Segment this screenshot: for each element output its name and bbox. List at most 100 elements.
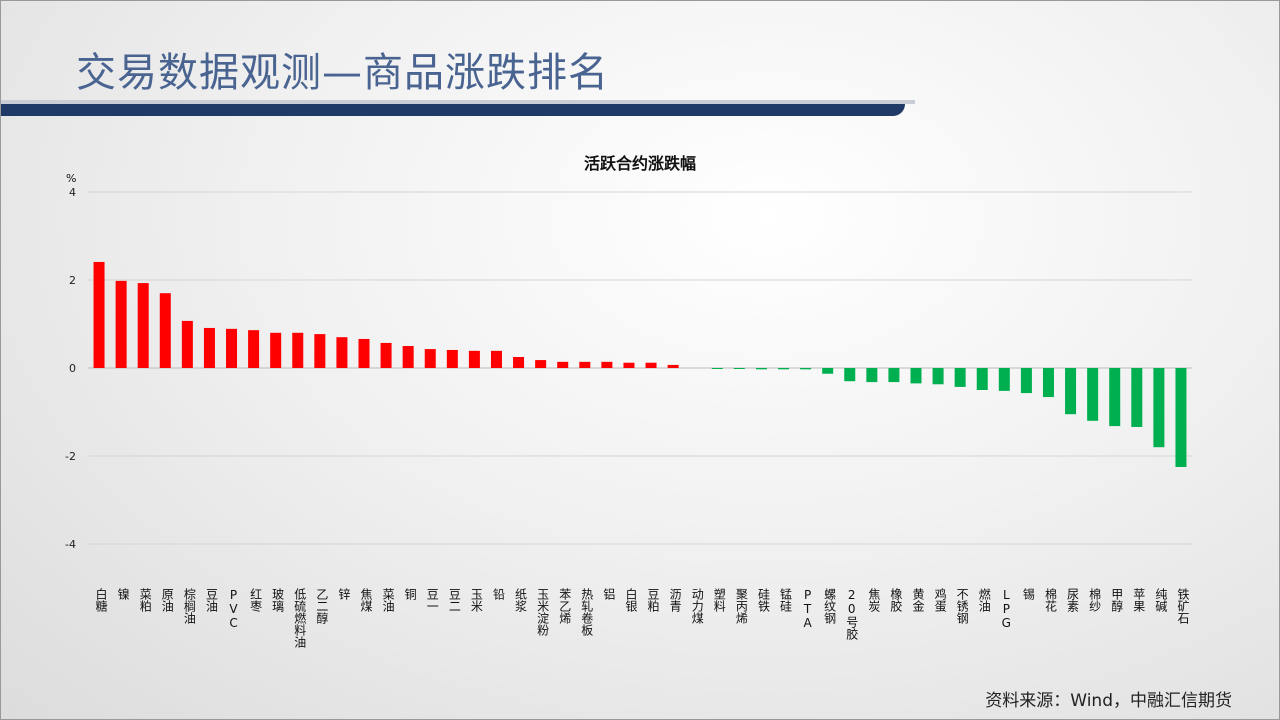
bar-PTA xyxy=(800,368,812,370)
x-tick-label: 鸡蛋 xyxy=(933,588,948,612)
bar-尿素 xyxy=(1065,368,1077,415)
x-tick-label: 棉花 xyxy=(1043,588,1058,612)
bar-乙二醇 xyxy=(314,334,326,368)
x-tick-label: 铁矿石 xyxy=(1175,588,1190,624)
bar-沥青 xyxy=(667,364,679,368)
y-axis-label: % xyxy=(66,172,76,185)
bar-不锈钢 xyxy=(954,368,966,387)
x-tick-label: 低硫燃料油 xyxy=(292,588,307,648)
bar-塑料 xyxy=(711,368,723,369)
bar-LPG xyxy=(998,368,1010,391)
bar-螺纹钢 xyxy=(822,368,834,374)
bar-豆一 xyxy=(424,349,436,368)
x-tick-label: 白糖 xyxy=(94,588,109,612)
x-tick-label: 豆油 xyxy=(204,588,219,612)
x-tick-label: 玉米 xyxy=(469,588,484,612)
bar-热轧卷板 xyxy=(579,361,591,368)
x-tick-label: 锰硅 xyxy=(778,588,793,612)
bar-PVC xyxy=(226,328,238,368)
bar-棉纱 xyxy=(1087,368,1099,421)
x-tick-label: 白银 xyxy=(623,588,638,612)
bar-白银 xyxy=(623,362,635,368)
header-band-light xyxy=(0,100,915,104)
x-tick-label: 螺纹钢 xyxy=(822,588,837,624)
bar-焦炭 xyxy=(866,368,878,383)
x-tick-label: PVC xyxy=(226,588,241,630)
x-tick-label: 铅 xyxy=(491,588,506,600)
x-tick-label: 铜 xyxy=(403,588,418,600)
bar-铜 xyxy=(402,346,414,368)
x-tick-label: 锡 xyxy=(1021,588,1036,600)
bar-橡胶 xyxy=(888,368,900,383)
page-title: 交易数据观测—商品涨跌排名 xyxy=(76,50,609,96)
x-tick-label: PTA xyxy=(800,588,815,630)
bar-燃油 xyxy=(976,368,988,390)
bar-棉花 xyxy=(1042,368,1054,398)
bar-黄金 xyxy=(910,368,922,384)
bar-锡 xyxy=(1020,368,1032,394)
bar-苯乙烯 xyxy=(557,361,569,368)
x-tick-label: 菜油 xyxy=(381,588,396,612)
x-tick-label: 镍 xyxy=(116,588,131,600)
y-tick-label: 0 xyxy=(69,362,76,375)
bar-低硫燃料油 xyxy=(292,332,304,368)
bar-原油 xyxy=(159,293,171,368)
bar-玉米 xyxy=(468,350,480,368)
y-tick-label: 2 xyxy=(69,274,76,287)
bar-纸浆 xyxy=(513,357,525,368)
x-tick-label: 聚丙烯 xyxy=(734,588,749,624)
x-tick-label: LPG xyxy=(999,588,1014,630)
x-tick-label: 20号胶 xyxy=(844,588,859,640)
bar-玉米淀粉 xyxy=(535,360,547,368)
bar-鸡蛋 xyxy=(932,368,944,385)
x-tick-label: 焦炭 xyxy=(866,588,881,612)
x-tick-label: 苹果 xyxy=(1131,588,1146,612)
bar-甲醇 xyxy=(1109,368,1121,427)
bar-锌 xyxy=(336,337,348,368)
x-tick-label: 棕榈油 xyxy=(182,588,197,624)
bar-棕榈油 xyxy=(181,320,193,368)
bar-白糖 xyxy=(93,261,105,368)
x-tick-label: 红枣 xyxy=(248,588,263,612)
x-tick-label: 硅铁 xyxy=(756,588,771,612)
bar-豆二 xyxy=(446,349,458,368)
x-tick-label: 沥青 xyxy=(668,588,683,612)
x-tick-label: 动力煤 xyxy=(690,588,705,624)
x-tick-label: 苯乙烯 xyxy=(557,588,572,624)
y-tick-label: -4 xyxy=(65,538,76,551)
x-tick-label: 铝 xyxy=(601,588,616,600)
bar-菜油 xyxy=(380,342,392,368)
x-tick-label: 尿素 xyxy=(1065,588,1080,612)
x-tick-label: 纯碱 xyxy=(1153,588,1168,612)
bar-硅铁 xyxy=(755,368,767,370)
x-tick-label: 棉纱 xyxy=(1087,588,1102,612)
x-tick-label: 豆粕 xyxy=(646,588,661,612)
x-tick-label: 塑料 xyxy=(712,588,727,612)
x-tick-label: 不锈钢 xyxy=(955,588,970,624)
x-tick-label: 原油 xyxy=(160,588,175,612)
x-tick-label: 乙二醇 xyxy=(314,588,329,624)
x-tick-label: 焦煤 xyxy=(359,588,373,612)
bar-红枣 xyxy=(248,330,260,368)
bar-豆粕 xyxy=(645,362,657,368)
header-band xyxy=(0,104,905,116)
x-tick-label: 热轧卷板 xyxy=(579,588,594,636)
y-tick-label: -2 xyxy=(65,450,76,463)
bar-铝 xyxy=(601,361,613,368)
x-tick-label: 纸浆 xyxy=(513,588,528,612)
bar-20号胶 xyxy=(844,368,856,382)
bar-锰硅 xyxy=(778,368,790,370)
x-tick-label: 玻璃 xyxy=(270,588,285,612)
x-tick-label: 菜粕 xyxy=(138,588,153,612)
data-source: 资料来源：Wind，中融汇信期货 xyxy=(985,691,1232,711)
x-tick-label: 黄金 xyxy=(911,588,925,612)
x-tick-label: 燃油 xyxy=(977,588,992,612)
bar-苹果 xyxy=(1131,368,1143,427)
x-tick-label: 豆二 xyxy=(447,588,462,612)
x-tick-label: 玉米淀粉 xyxy=(535,588,550,636)
chart-title: 活跃合约涨跌幅 xyxy=(584,154,696,173)
x-tick-label: 甲醇 xyxy=(1109,588,1124,612)
bar-聚丙烯 xyxy=(733,368,745,369)
bar-焦煤 xyxy=(358,338,370,368)
